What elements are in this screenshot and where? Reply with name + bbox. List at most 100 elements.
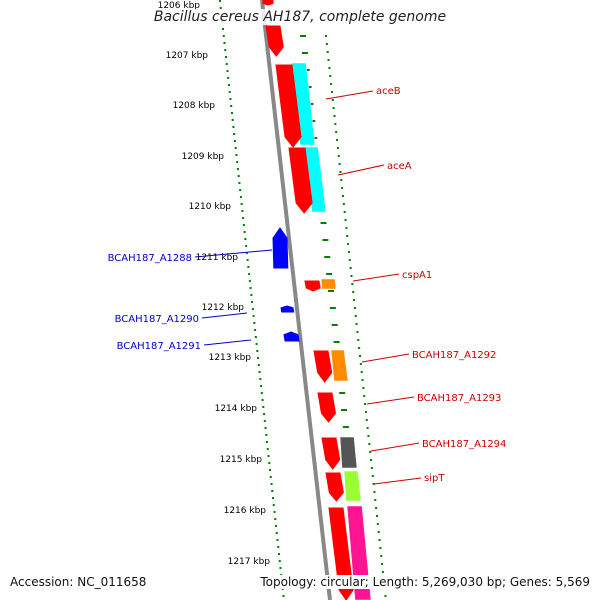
gc-dot (330, 83, 333, 85)
gc-dot (353, 307, 356, 309)
leader-line (370, 442, 420, 452)
gc-dot (246, 259, 249, 261)
gc-dot (337, 155, 340, 157)
gc-dot (269, 476, 272, 478)
gc-dot (356, 331, 359, 333)
leader-line (194, 249, 273, 258)
gc-dot (233, 133, 236, 135)
gc-dot (353, 299, 356, 301)
gc-dot (269, 469, 272, 471)
gc-dot (234, 147, 237, 149)
gc-dot (272, 504, 275, 506)
kbp-tick-label: 1214 kbp (215, 404, 258, 414)
gc-dot (251, 308, 254, 310)
gc-dot (242, 217, 245, 219)
gc-dot (344, 219, 347, 221)
gene-label: BCAH187_A1294 (422, 439, 506, 450)
gene-arrow (317, 392, 337, 423)
gene-arrow (283, 331, 300, 342)
gc-dot (359, 363, 362, 365)
gc-dot (357, 339, 360, 341)
gc-dot (373, 491, 376, 493)
gc-dot (378, 539, 381, 541)
gene-label: sipT (424, 473, 445, 484)
gc-dot (239, 189, 242, 191)
gc-dot (340, 179, 343, 181)
gc-dot (248, 280, 251, 282)
gc-dot (355, 323, 358, 325)
gc-dot (224, 49, 227, 51)
gc-dot (228, 91, 231, 93)
genome-backbone (260, 0, 332, 600)
gc-dot (219, 7, 222, 9)
gc-dot (349, 267, 352, 269)
gc-dot (375, 515, 378, 517)
gc-dot (343, 211, 346, 213)
gc-dot (338, 163, 341, 165)
gc-dot (332, 107, 335, 109)
map-title: Bacillus cereus AH187, complete genome (0, 9, 600, 25)
gc-dot (278, 560, 281, 562)
gc-dot (272, 497, 275, 499)
gc-dot (237, 175, 240, 177)
gene-arrow (280, 305, 295, 313)
gc-dot (222, 35, 225, 37)
gene-arrow (321, 437, 341, 470)
kbp-tick-label: 1212 kbp (202, 303, 245, 313)
gene-arrow (313, 350, 333, 383)
kbp-tick-label: 1216 kbp (224, 506, 267, 516)
gc-dot (245, 245, 248, 247)
gene-arrow (262, 0, 274, 6)
gc-dot (370, 467, 373, 469)
gc-dot (227, 77, 230, 79)
gc-dot (341, 195, 344, 197)
gc-dot (224, 56, 227, 58)
gc-dash (327, 290, 334, 292)
backbone-line (260, 0, 332, 600)
leader-line (201, 312, 248, 319)
gc-dot (358, 347, 361, 349)
gc-dot (257, 357, 260, 359)
gc-dot (267, 455, 270, 457)
gene-arrow (304, 280, 321, 292)
gc-dot (276, 539, 279, 541)
gene-label: BCAH187_A1293 (417, 393, 501, 404)
gc-dot (370, 459, 373, 461)
gc-dot (279, 567, 282, 569)
kbp-tick-label: 1213 kbp (209, 353, 252, 363)
gene-label: cspA1 (402, 270, 432, 281)
gc-dot (270, 483, 273, 485)
cog-block (339, 436, 358, 469)
gc-dot (374, 499, 377, 501)
gc-dot (362, 387, 365, 389)
gc-dash (329, 307, 336, 309)
gc-dot (257, 364, 260, 366)
kbp-tick-label: 1211 kbp (196, 253, 239, 263)
gc-dot (330, 91, 333, 93)
gc-dot (347, 243, 350, 245)
gc-dot (243, 231, 246, 233)
gc-dot (240, 203, 243, 205)
gene-label: BCAH187_A1288 (108, 253, 192, 264)
kbp-tick-label: 1210 kbp (189, 202, 232, 212)
gc-skew-track-left (219, 0, 285, 597)
gc-dot (334, 123, 337, 125)
gc-dot (375, 507, 378, 509)
gc-dot (277, 553, 280, 555)
gc-dot (339, 171, 342, 173)
gc-dot (254, 329, 257, 331)
gc-dot (263, 420, 266, 422)
gc-dot (364, 403, 367, 405)
gc-dot (358, 355, 361, 357)
leader-line (325, 90, 374, 100)
gc-dot (227, 84, 230, 86)
gc-dot (231, 119, 234, 121)
gc-dash (301, 52, 308, 54)
gc-dash (342, 426, 349, 428)
gene-arrow (265, 25, 284, 57)
gc-dot (261, 399, 264, 401)
gc-dot (364, 411, 367, 413)
gc-dot (266, 448, 269, 450)
gc-dot (368, 443, 371, 445)
gc-dot (265, 434, 268, 436)
